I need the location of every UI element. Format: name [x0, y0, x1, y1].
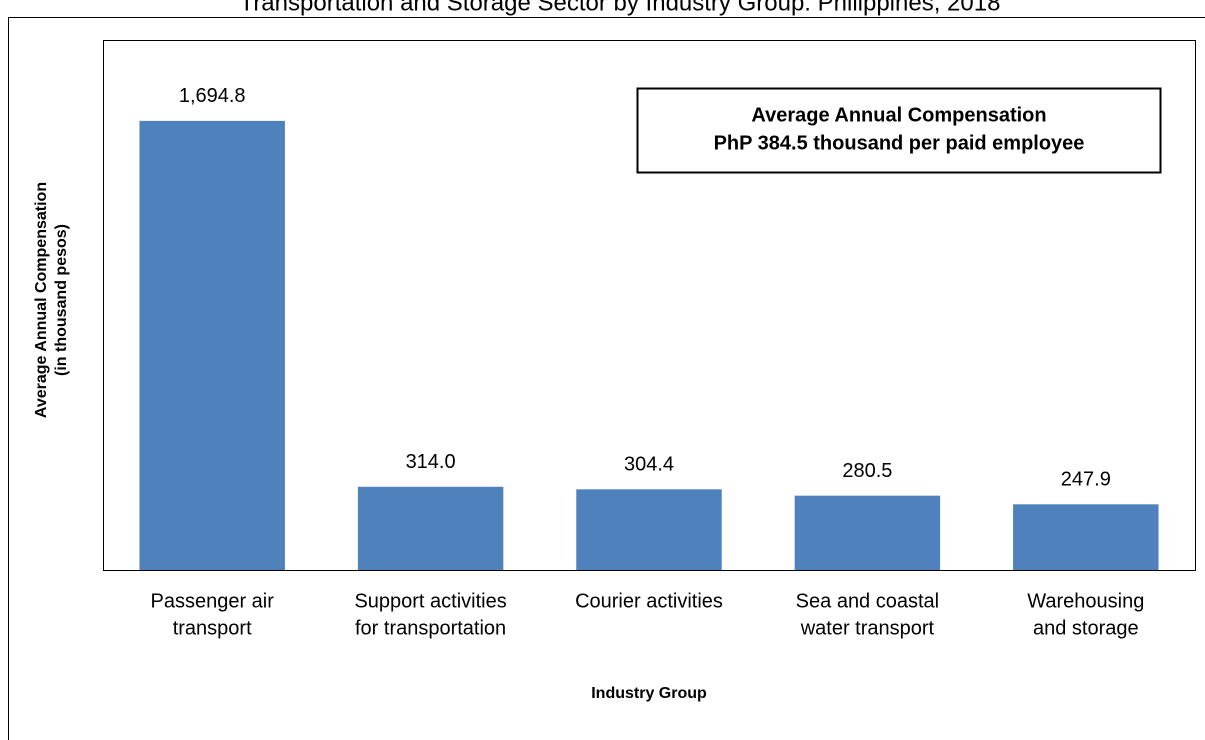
- bar: [357, 486, 504, 570]
- x-tick-label: transport: [173, 617, 252, 639]
- x-axis-label: Industry Group: [591, 685, 707, 702]
- x-tick-label: Courier activities: [575, 590, 723, 612]
- bar: [1013, 504, 1159, 570]
- x-tick-label: Passenger air: [150, 590, 274, 612]
- annotation: Average Annual Compensation: [751, 104, 1046, 126]
- x-tick-label: Sea and coastal: [796, 590, 939, 612]
- x-tick-label: water transport: [800, 617, 935, 639]
- x-tick-label: for transportation: [355, 617, 506, 639]
- data-label: 304.4: [624, 454, 674, 476]
- chart-border: [8, 17, 1205, 740]
- x-tick-label: Warehousing: [1027, 590, 1144, 612]
- bar: [794, 495, 941, 570]
- annotation: PhP 384.5 thousand per paid employee: [714, 132, 1085, 154]
- data-label: 280.5: [842, 460, 892, 482]
- bar: [576, 489, 722, 570]
- y-axis-label: Average Annual Compensation: [33, 182, 50, 418]
- data-label: 1,694.8: [179, 85, 246, 107]
- y-axis-label: (in thousand pesos): [53, 224, 70, 376]
- data-label: 247.9: [1061, 469, 1111, 491]
- data-label: 314.0: [406, 451, 456, 473]
- x-tick-label: Support activities: [354, 590, 506, 612]
- annotation-box: [636, 87, 1162, 174]
- chart-title: Transportation and Storage Sector by Ind…: [240, 0, 1001, 16]
- bar: [139, 120, 285, 571]
- x-tick-label: and storage: [1033, 617, 1139, 639]
